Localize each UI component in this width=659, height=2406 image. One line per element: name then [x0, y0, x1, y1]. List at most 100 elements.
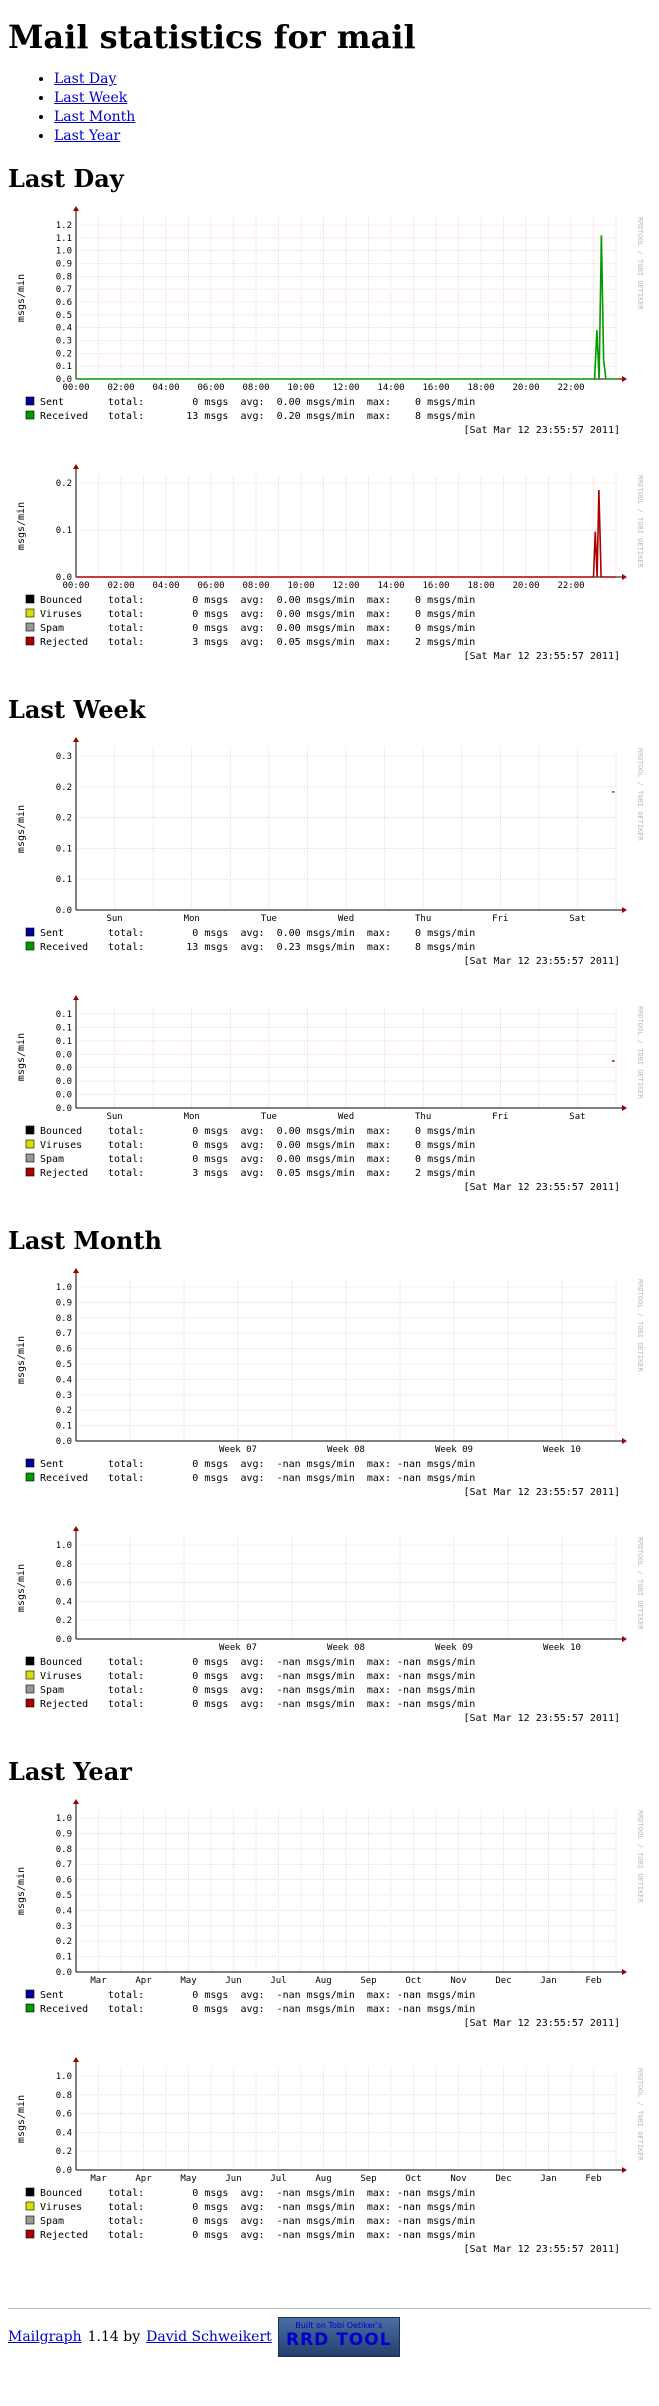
series-line-received	[76, 235, 616, 380]
legend-label: Viruses	[40, 1671, 82, 1682]
x-tick-label: 08:00	[242, 581, 269, 591]
watermark: RRDTOOL / TOBI OETIKER	[636, 1537, 644, 1631]
y-tick-label: 0.1	[56, 875, 72, 885]
y-tick-label: 0.0	[56, 1437, 72, 1447]
x-tick-label: May	[180, 2174, 197, 2184]
watermark: RRDTOOL / TOBI OETIKER	[636, 475, 644, 569]
legend-stats: total: 0 msgs avg: 0.00 msgs/min max: 0 …	[108, 1140, 475, 1151]
legend-stats: total: 0 msgs avg: -nan msgs/min max: -n…	[108, 2216, 475, 2227]
x-tick-label: Week 09	[435, 1643, 473, 1653]
legend-stats: total: 0 msgs avg: -nan msgs/min max: -n…	[108, 1699, 475, 1710]
x-tick-label: Sun	[106, 1112, 122, 1122]
y-tick-label: 0.1	[56, 844, 72, 854]
link-last-day[interactable]: Last Day	[54, 71, 117, 87]
y-tick-label: 0.8	[56, 1314, 72, 1324]
x-tick-label: Sat	[569, 1112, 585, 1122]
y-tick-label: 0.1	[56, 1422, 72, 1432]
legend-swatch-viruses	[25, 2201, 35, 2211]
x-tick-label: 14:00	[377, 581, 404, 591]
legend-swatch-sent	[25, 396, 35, 406]
legend-swatch-viruses	[25, 1139, 35, 1149]
y-tick-label: 0.6	[56, 1876, 72, 1886]
x-tick-label: Wed	[338, 914, 354, 924]
legend-stats: total: 0 msgs avg: 0.00 msgs/min max: 0 …	[108, 928, 475, 939]
rrdtool-badge[interactable]: Built on Tobi Oetiker's RRD TOOL	[277, 2317, 400, 2357]
x-tick-label: Jun	[225, 1976, 241, 1986]
x-tick-label: May	[180, 1976, 197, 1986]
x-tick-label: Apr	[135, 1976, 152, 1986]
legend-swatch-rejected	[25, 1698, 35, 1708]
y-tick-label: 0.4	[56, 1597, 72, 1607]
nav-item-year: Last Year	[54, 127, 651, 146]
section-title: Last Month	[8, 1226, 162, 1255]
y-tick-label: 0.8	[56, 2091, 72, 2101]
legend-swatch-sent	[25, 1989, 35, 1999]
y-tick-label: 0.2	[56, 349, 72, 359]
legend-stats: total: 0 msgs avg: -nan msgs/min max: -n…	[108, 1473, 475, 1484]
legend-stats: total: 0 msgs avg: -nan msgs/min max: -n…	[108, 1657, 475, 1668]
y-tick-label: 0.0	[56, 906, 72, 916]
watermark: RRDTOOL / TOBI OETIKER	[636, 1006, 644, 1100]
timestamp: [Sat Mar 12 23:55:57 2011]	[463, 1487, 620, 1498]
timestamp: [Sat Mar 12 23:55:57 2011]	[463, 956, 620, 967]
x-tick-label: Jul	[270, 1976, 286, 1986]
y-tick-label: 0.2	[56, 479, 72, 489]
x-tick-label: 10:00	[287, 383, 314, 393]
legend-stats: total: 0 msgs avg: -nan msgs/min max: -n…	[108, 2202, 475, 2213]
y-tick-label: 0.2	[56, 1616, 72, 1626]
link-last-year[interactable]: Last Year	[54, 128, 121, 144]
y-axis-label: msgs/min	[16, 2095, 27, 2143]
traffic-graph: 0.0 0.1 0.2 00:00 02:00 04:00 06:00 08:00 10:00 1…	[16, 464, 644, 662]
legend-swatch-sent	[25, 1458, 35, 1468]
link-last-week[interactable]: Last Week	[54, 90, 128, 106]
mailgraph-link[interactable]: Mailgraph	[8, 2329, 82, 2345]
y-tick-label: 1.0	[56, 1814, 72, 1824]
x-axis-arrow	[622, 907, 627, 913]
legend-swatch-bounced	[25, 594, 35, 604]
x-tick-label: Week 08	[327, 1445, 365, 1455]
y-axis-label: msgs/min	[16, 274, 27, 322]
y-tick-label: 0.5	[56, 1891, 72, 1901]
author-link[interactable]: David Schweikert	[146, 2329, 272, 2345]
watermark: RRDTOOL / TOBI OETIKER	[636, 1279, 644, 1373]
watermark: RRDTOOL / TOBI OETIKER	[636, 217, 644, 311]
legend-label: Received	[40, 942, 88, 953]
legend-swatch-spam	[25, 1684, 35, 1694]
timestamp: [Sat Mar 12 23:55:57 2011]	[463, 651, 620, 662]
period-nav: Last Day Last Week Last Month Last Year	[8, 70, 651, 146]
x-tick-label: Oct	[405, 1976, 421, 1986]
legend-label: Spam	[40, 623, 64, 634]
y-axis-label: msgs/min	[16, 1867, 27, 1915]
legend-label: Received	[40, 1473, 88, 1484]
x-tick-label: 22:00	[557, 383, 584, 393]
y-tick-label: 0.1	[56, 362, 72, 372]
section-title: Last Day	[8, 164, 124, 193]
x-tick-label: 18:00	[467, 383, 494, 393]
legend-swatch-rejected	[25, 2229, 35, 2239]
timestamp: [Sat Mar 12 23:55:57 2011]	[463, 1182, 620, 1193]
nav-item-week: Last Week	[54, 89, 651, 108]
x-tick-label: 04:00	[152, 581, 179, 591]
y-tick-label: 0.3	[56, 1391, 72, 1401]
link-last-month[interactable]: Last Month	[54, 109, 136, 125]
badge-small-text: Built on Tobi Oetiker's	[295, 2321, 383, 2330]
y-tick-label: 0.0	[56, 1064, 72, 1074]
y-axis-label: msgs/min	[16, 502, 27, 550]
legend-label: Sent	[40, 1990, 64, 2001]
y-tick-label: 0.2	[56, 1406, 72, 1416]
legend-swatch-bounced	[25, 1656, 35, 1666]
y-tick-label: 0.1	[56, 1010, 72, 1020]
legend-stats: total: 0 msgs avg: 0.00 msgs/min max: 0 …	[108, 1126, 475, 1137]
x-tick-label: Week 07	[219, 1445, 257, 1455]
y-axis-arrow	[73, 1526, 79, 1531]
x-tick-label: Thu	[415, 914, 431, 924]
x-tick-label: 06:00	[197, 383, 224, 393]
x-tick-label: 02:00	[107, 581, 134, 591]
footer-divider	[8, 2308, 651, 2309]
x-tick-label: Dec	[495, 2174, 511, 2184]
y-tick-label: 0.0	[56, 1104, 72, 1114]
y-tick-label: 0.7	[56, 1329, 72, 1339]
section-last-year: Last Year 0.0 0.1 0.2 0.3 0.4 0.5 0.6 0.7 0.8 0.9 1…	[8, 1757, 651, 2288]
x-tick-label: Aug	[315, 2174, 331, 2184]
x-tick-label: Feb	[585, 1976, 601, 1986]
